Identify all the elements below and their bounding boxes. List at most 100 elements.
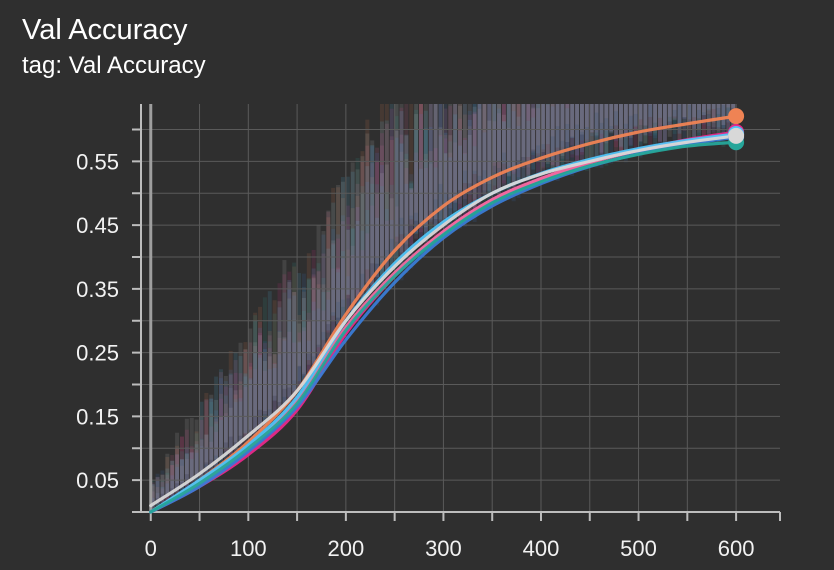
raw-band-2-452 (589, 104, 594, 144)
raw-band-0-417 (555, 104, 560, 127)
raw-band-2-517 (653, 104, 658, 123)
raw-band-4-147 (292, 295, 297, 401)
raw-band-2-347 (487, 104, 492, 180)
x-tick-label-200: 200 (328, 536, 365, 561)
raw-band-3-262 (404, 134, 409, 251)
raw-band-3-492 (628, 104, 633, 146)
raw-band-1-17 (165, 478, 170, 502)
raw-band-3-267 (409, 183, 414, 220)
raw-band-4-107 (253, 352, 258, 435)
raw-band-1-142 (287, 271, 292, 410)
raw-band-3-37 (184, 453, 189, 487)
raw-band-4-32 (179, 459, 184, 497)
raw-band-2-497 (633, 104, 638, 132)
raw-band-0-207 (350, 208, 355, 300)
raw-band-3-102 (248, 379, 253, 436)
raw-band-1-92 (238, 373, 243, 446)
raw-band-4-417 (555, 104, 560, 182)
raw-band-2-142 (287, 331, 292, 409)
raw-band-6-337 (477, 104, 482, 182)
raw-band-0-87 (233, 394, 238, 447)
raw-band-6-212 (355, 169, 360, 301)
raw-band-6-252 (394, 130, 399, 262)
raw-band-6-192 (336, 184, 341, 318)
raw-band-4-402 (540, 104, 545, 167)
raw-band-3-2 (150, 484, 155, 510)
raw-band-2-317 (458, 104, 463, 222)
raw-band-5-92 (238, 401, 243, 443)
raw-band-5-72 (218, 420, 223, 466)
raw-band-6-47 (194, 419, 199, 476)
raw-band-6-157 (301, 297, 306, 375)
raw-band-5-567 (701, 104, 706, 120)
raw-band-2-12 (160, 488, 165, 502)
raw-band-1-87 (233, 372, 238, 464)
raw-band-1-182 (326, 292, 331, 352)
raw-band-0-567 (701, 104, 706, 113)
raw-band-3-372 (511, 104, 516, 182)
raw-band-0-67 (214, 421, 219, 456)
raw-band-1-597 (731, 104, 736, 113)
raw-band-1-112 (258, 332, 263, 430)
raw-band-4-182 (326, 299, 331, 354)
raw-band-3-162 (306, 279, 311, 361)
raw-band-6-7 (155, 476, 160, 499)
raw-band-0-82 (228, 350, 233, 456)
raw-band-1-277 (418, 104, 423, 247)
raw-band-0-592 (726, 104, 731, 109)
raw-band-4-127 (272, 367, 277, 427)
raw-band-2-272 (414, 160, 419, 233)
raw-band-5-452 (589, 104, 594, 162)
raw-band-1-97 (243, 386, 248, 454)
raw-band-1-107 (253, 369, 258, 449)
raw-band-4-337 (477, 104, 482, 209)
raw-band-6-492 (628, 104, 633, 138)
raw-band-0-412 (550, 104, 555, 137)
raw-band-1-542 (677, 104, 682, 142)
raw-band-3-27 (175, 454, 180, 491)
raw-band-6-312 (453, 104, 458, 201)
raw-band-1-427 (565, 104, 570, 174)
raw-band-4-67 (214, 410, 219, 470)
raw-band-2-427 (565, 104, 570, 147)
raw-band-2-467 (604, 104, 609, 144)
raw-band-4-7 (155, 473, 160, 509)
raw-band-0-422 (560, 104, 565, 141)
raw-band-3-282 (423, 110, 428, 243)
raw-band-5-427 (565, 108, 570, 171)
raw-band-0-12 (160, 474, 165, 503)
raw-band-0-362 (501, 104, 506, 153)
raw-band-2-547 (682, 104, 687, 132)
raw-band-2-307 (448, 152, 453, 209)
raw-band-0-497 (633, 104, 638, 114)
raw-band-0-197 (340, 198, 345, 300)
raw-band-5-357 (497, 104, 502, 199)
raw-band-4-237 (379, 164, 384, 291)
raw-band-0-437 (575, 104, 580, 125)
raw-band-1-517 (653, 104, 658, 130)
raw-band-3-582 (716, 104, 721, 128)
raw-band-0-292 (433, 104, 438, 200)
raw-band-5-262 (404, 153, 409, 238)
raw-band-2-382 (521, 104, 526, 169)
raw-band-5-297 (438, 136, 443, 220)
raw-band-2-107 (253, 346, 258, 431)
raw-band-2-447 (584, 104, 589, 147)
raw-band-3-422 (560, 104, 565, 168)
raw-band-1-52 (199, 419, 204, 486)
raw-band-1-457 (594, 104, 599, 133)
raw-band-5-487 (623, 104, 628, 129)
raw-band-4-92 (238, 398, 243, 449)
raw-band-4-172 (316, 308, 321, 365)
raw-band-6-117 (262, 360, 267, 411)
raw-band-2-37 (184, 458, 189, 490)
raw-band-6-587 (721, 104, 726, 126)
raw-band-3-97 (243, 376, 248, 433)
raw-band-2-352 (492, 121, 497, 194)
raw-band-6-137 (282, 260, 287, 389)
raw-band-5-282 (423, 128, 428, 242)
raw-band-3-462 (599, 104, 604, 157)
raw-band-3-532 (667, 104, 672, 131)
raw-band-5-517 (653, 104, 658, 136)
